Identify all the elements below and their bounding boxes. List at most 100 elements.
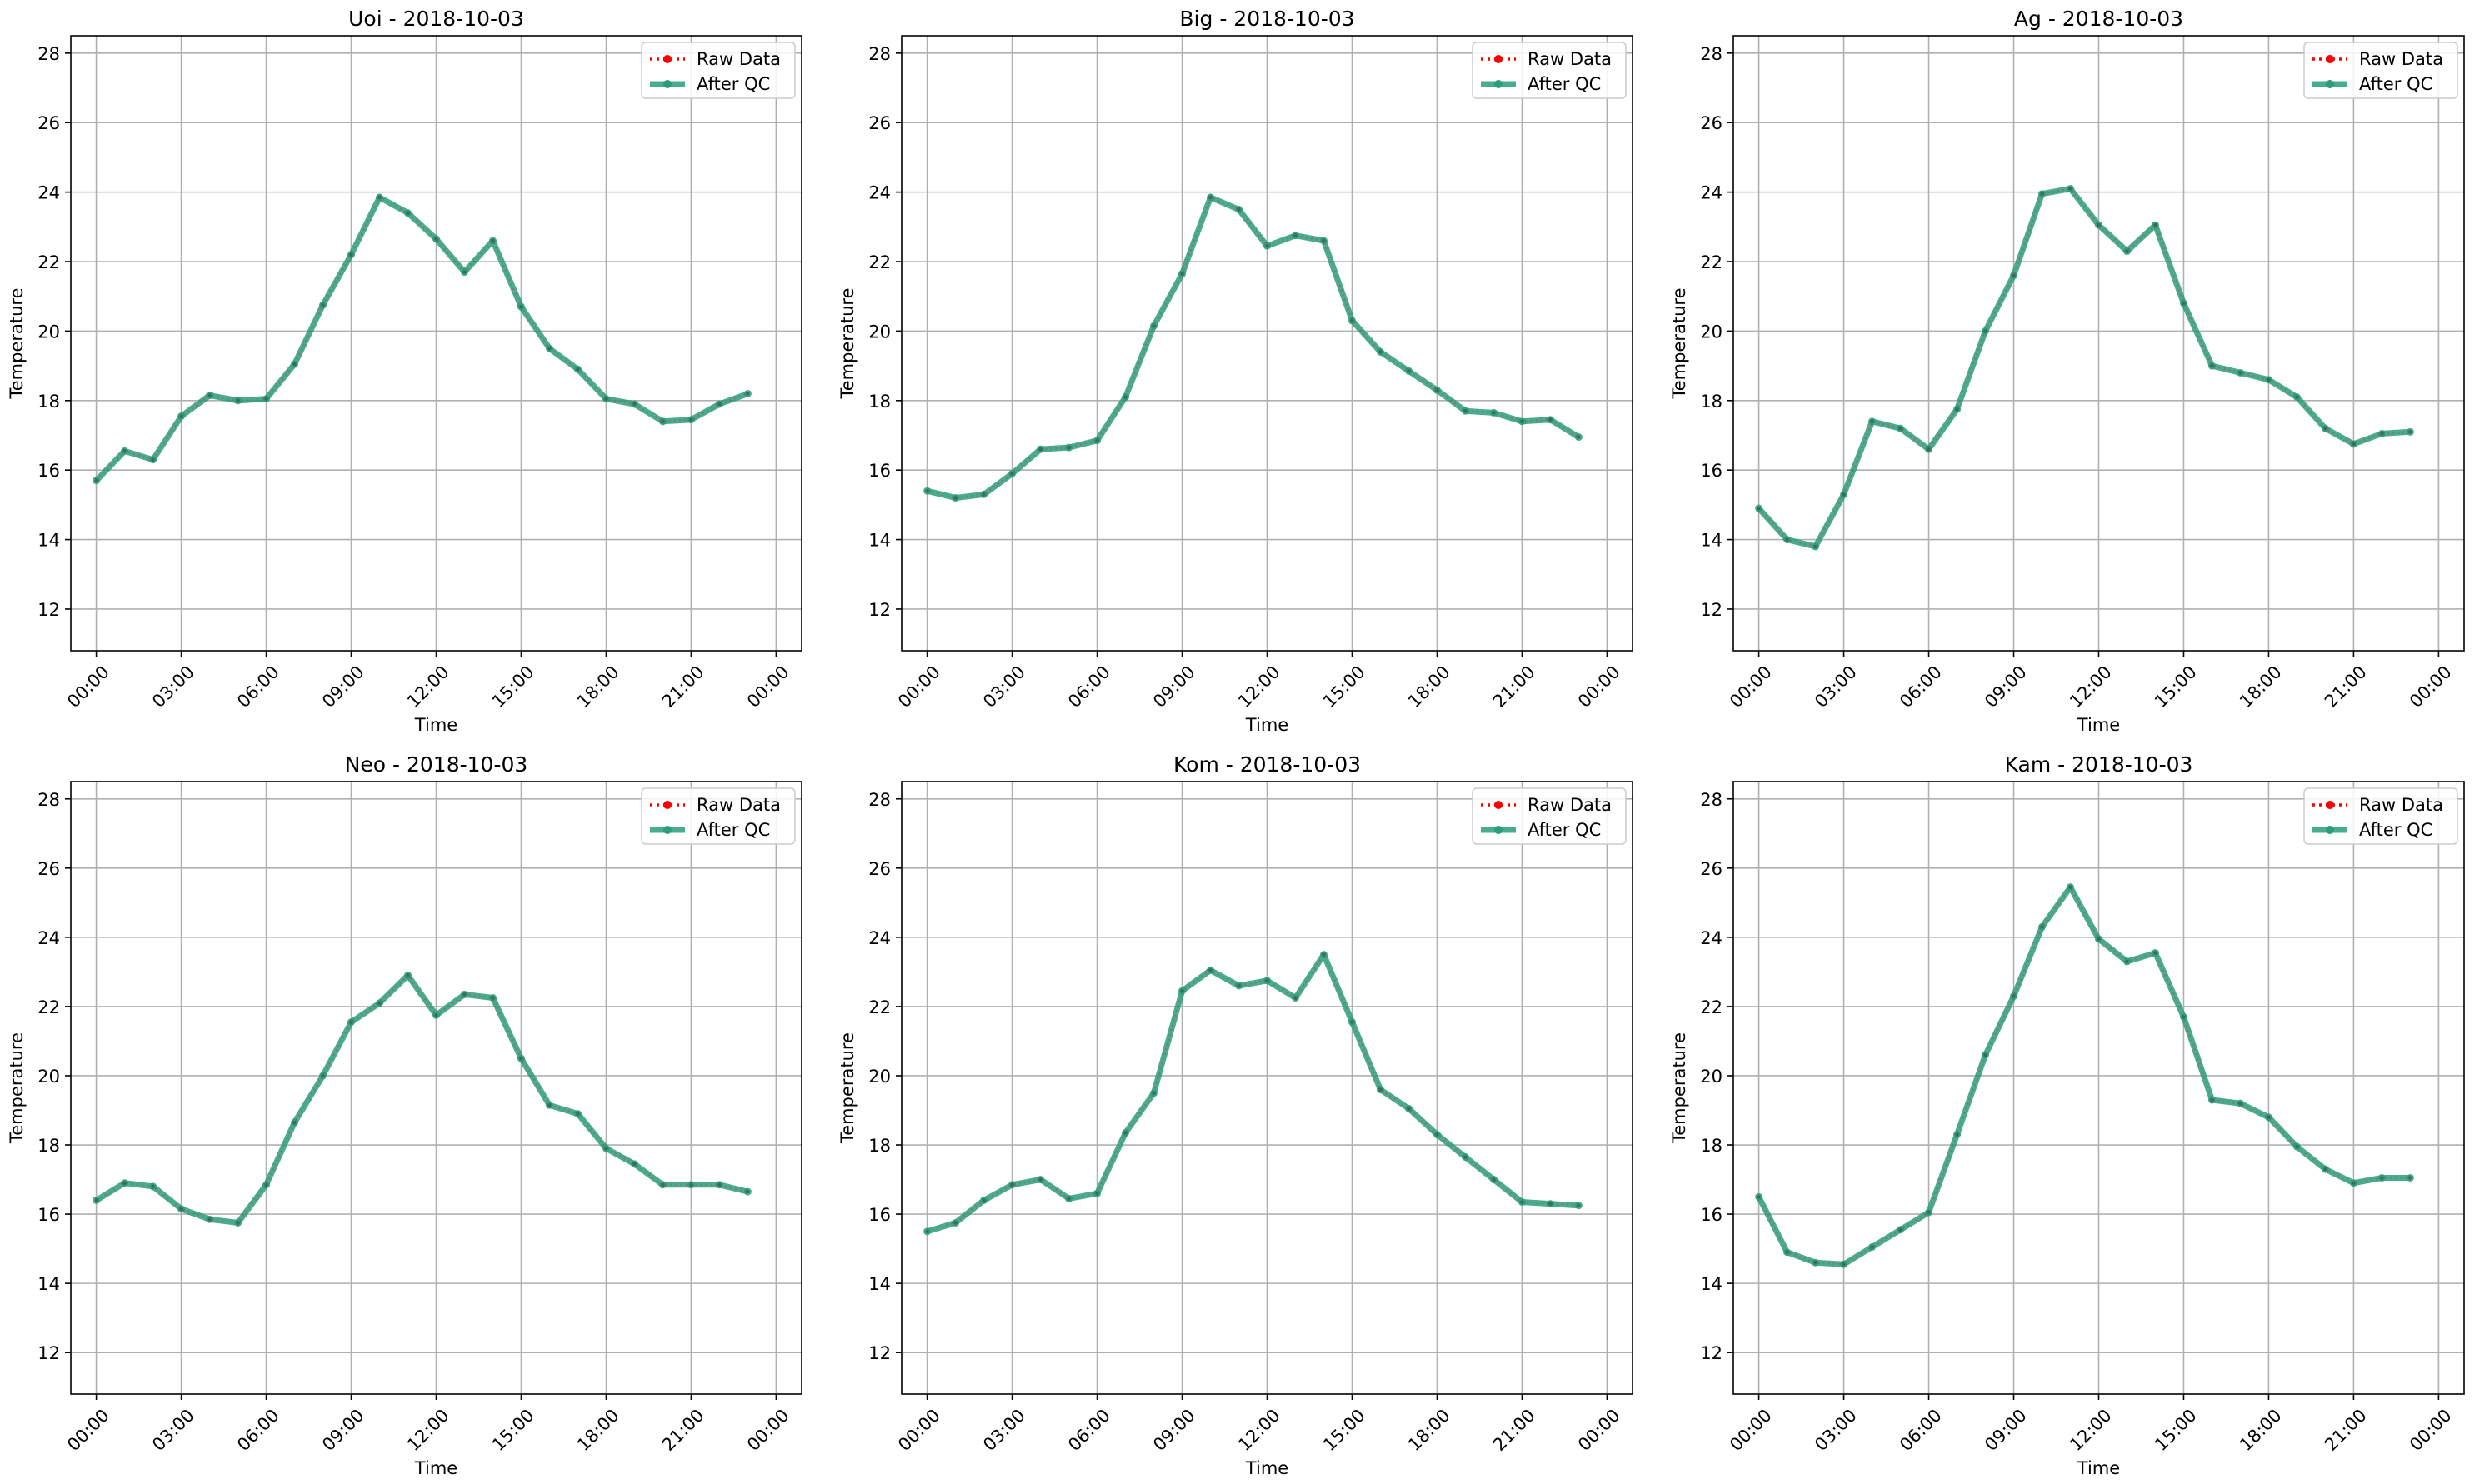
legend-marker-raw-data	[2326, 55, 2334, 63]
y-tick-label: 14	[38, 531, 60, 551]
data-point-raw-data	[1548, 417, 1552, 422]
legend-label-raw-data: Raw Data	[1528, 49, 1612, 69]
y-axis-label: Temperature	[838, 1032, 858, 1144]
data-point-raw-data	[1208, 968, 1212, 972]
data-point-raw-data	[491, 996, 495, 1000]
data-point-raw-data	[1293, 233, 1298, 237]
series-line-after-qc	[94, 194, 749, 483]
series-line-raw-data	[927, 196, 1580, 499]
y-tick-label: 20	[1700, 322, 1722, 342]
data-point-raw-data	[1180, 989, 1184, 993]
x-tick-label: 09:00	[1981, 1405, 2031, 1455]
x-tick-label: 09:00	[1981, 662, 2031, 712]
legend-marker-raw-data	[663, 55, 672, 63]
x-tick-label: 00:00	[894, 1405, 944, 1455]
data-point-raw-data	[2267, 377, 2271, 382]
data-point-raw-data	[2153, 951, 2158, 955]
x-tick-label: 21:00	[1489, 1405, 1539, 1455]
x-tick-label: 15:00	[488, 1405, 538, 1455]
data-point-raw-data	[953, 496, 958, 500]
x-tick-label: 12:00	[1234, 662, 1284, 712]
legend-label-raw-data: Raw Data	[697, 795, 781, 815]
legend-marker-after-qc	[2326, 80, 2334, 88]
y-tick-label: 16	[1700, 461, 1722, 481]
data-point-raw-data	[462, 992, 467, 997]
data-point-raw-data	[576, 367, 580, 372]
data-point-raw-data	[1095, 1191, 1099, 1196]
data-point-raw-data	[236, 398, 240, 402]
data-point-raw-data	[1548, 1202, 1552, 1206]
y-tick-label: 26	[38, 859, 60, 879]
data-point-raw-data	[2125, 959, 2129, 964]
legend-marker-raw-data	[1494, 801, 1502, 809]
data-point-raw-data	[1813, 544, 1818, 549]
y-tick-label: 24	[38, 928, 60, 948]
data-point-raw-data	[925, 1229, 929, 1234]
data-point-raw-data	[1927, 447, 1931, 452]
x-tick-label: 18:00	[573, 1405, 623, 1455]
x-axis-label: Time	[414, 1458, 458, 1478]
data-point-raw-data	[1152, 1091, 1156, 1095]
x-tick-label: 06:00	[1896, 1405, 1946, 1455]
data-point-raw-data	[2210, 1097, 2214, 1102]
x-tick-label: 18:00	[1404, 1405, 1454, 1455]
x-tick-label: 06:00	[1064, 1405, 1114, 1455]
y-tick-label: 26	[38, 113, 60, 133]
x-tick-label: 18:00	[573, 662, 623, 712]
data-point-raw-data	[378, 195, 382, 200]
y-tick-label: 22	[38, 252, 60, 272]
y-tick-label: 12	[38, 1343, 60, 1363]
data-point-raw-data	[1520, 1200, 1524, 1204]
data-point-raw-data	[604, 1146, 608, 1151]
data-point-raw-data	[1842, 1262, 1846, 1267]
data-point-raw-data	[151, 457, 155, 462]
data-point-raw-data	[292, 1120, 297, 1125]
y-axis-label: Temperature	[1669, 287, 1689, 399]
data-point-raw-data	[1095, 438, 1099, 442]
data-point-raw-data	[689, 417, 693, 422]
y-axis-label: Temperature	[838, 287, 858, 399]
data-point-raw-data	[604, 397, 608, 401]
data-point-raw-data	[982, 492, 986, 497]
data-point-raw-data	[2012, 273, 2016, 277]
x-tick-label: 00:00	[1574, 1405, 1624, 1455]
data-point-raw-data	[1350, 1020, 1354, 1024]
data-point-raw-data	[1350, 318, 1354, 323]
data-point-raw-data	[632, 1162, 637, 1167]
y-axis-label: Temperature	[7, 1032, 27, 1144]
data-point-raw-data	[1983, 1052, 1988, 1057]
x-tick-label: 06:00	[1896, 662, 1946, 712]
data-point-raw-data	[548, 347, 552, 351]
x-axis-label: Time	[414, 715, 458, 735]
series-line-raw-data	[95, 973, 748, 1224]
legend-marker-after-qc	[1494, 826, 1502, 834]
x-axis-label: Time	[2077, 715, 2120, 735]
x-tick-label: 03:00	[148, 1405, 198, 1455]
data-point-raw-data	[264, 1182, 268, 1187]
legend-label-after-qc: After QC	[2359, 820, 2432, 840]
y-tick-label: 16	[1700, 1205, 1722, 1225]
series-line-after-qc	[926, 952, 1579, 1235]
legend-label-after-qc: After QC	[1528, 820, 1601, 840]
x-tick-label: 21:00	[1489, 662, 1539, 712]
y-tick-label: 12	[1700, 600, 1722, 620]
data-point-raw-data	[1870, 419, 1874, 424]
data-point-raw-data	[2040, 925, 2044, 929]
data-point-raw-data	[1378, 350, 1382, 354]
y-tick-label: 18	[868, 1136, 891, 1156]
x-tick-label: 00:00	[2406, 1405, 2456, 1455]
legend-label-after-qc: After QC	[697, 820, 770, 840]
data-point-raw-data	[1435, 388, 1439, 392]
x-tick-label: 18:00	[2236, 662, 2286, 712]
data-point-raw-data	[2238, 371, 2242, 375]
y-tick-label: 20	[1700, 1067, 1722, 1087]
data-point-raw-data	[632, 402, 637, 407]
data-point-raw-data	[718, 402, 722, 407]
legend-label-after-qc: After QC	[697, 74, 770, 94]
y-tick-label: 18	[38, 1136, 60, 1156]
data-point-raw-data	[1813, 1261, 1818, 1265]
legend: Raw Data After QC	[641, 787, 796, 845]
x-tick-label: 06:00	[233, 662, 283, 712]
series-line-after-qc	[926, 194, 1581, 501]
data-point-raw-data	[349, 1020, 353, 1024]
